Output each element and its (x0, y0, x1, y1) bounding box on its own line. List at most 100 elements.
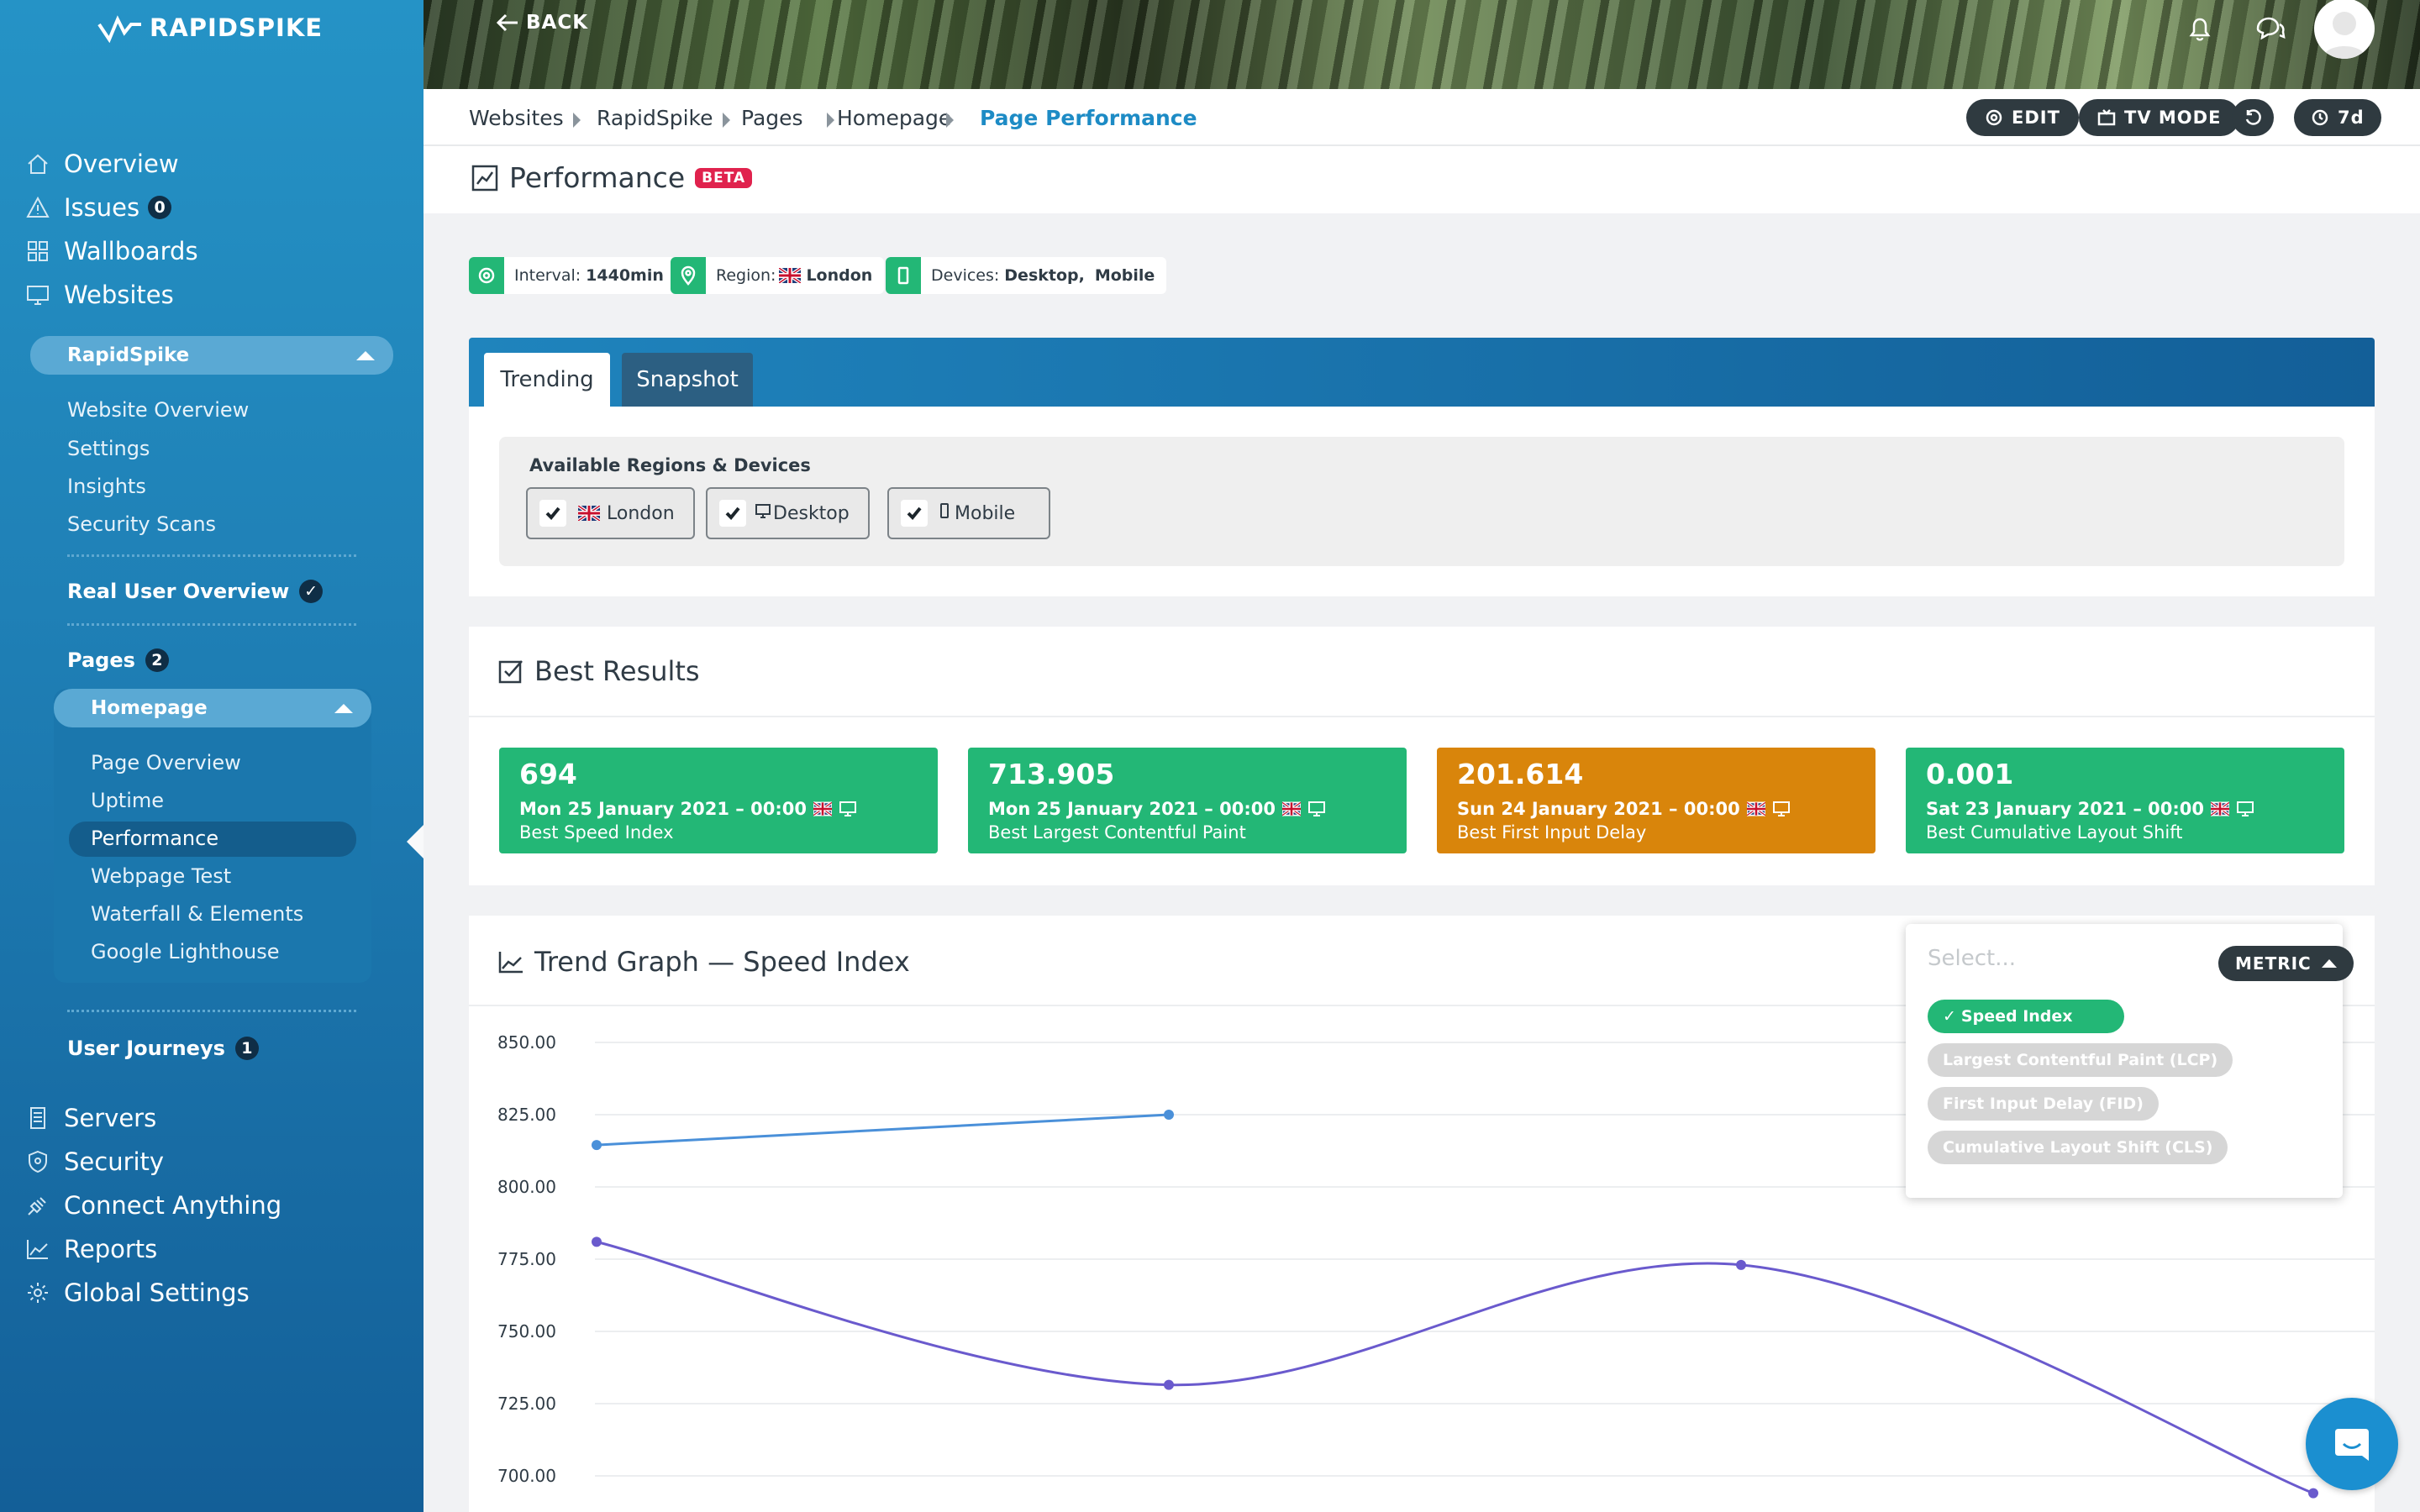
metric-option-lcp[interactable]: Largest Contentful Paint (LCP) (1928, 1043, 2233, 1077)
nav-global-settings[interactable]: Global Settings (25, 1278, 250, 1307)
notifications-button[interactable] (2183, 12, 2217, 45)
interval-value: 1440min (586, 266, 664, 285)
link-webpage-test[interactable]: Webpage Test (91, 864, 232, 888)
beta-badge: BETA (695, 167, 753, 188)
nav-overview[interactable]: Overview (25, 150, 179, 178)
link-real-user-overview[interactable]: Real User Overview ✓ (67, 580, 324, 603)
monitor-icon (839, 801, 856, 816)
uk-flag-icon (2211, 801, 2230, 817)
metric-toggle-button[interactable]: METRIC (2218, 946, 2354, 981)
link-uptime[interactable]: Uptime (91, 789, 165, 812)
caret-right-icon (946, 113, 954, 128)
filter-desktop[interactable]: Desktop (706, 487, 870, 539)
messages-button[interactable] (2254, 12, 2287, 45)
data-point[interactable] (592, 1140, 602, 1151)
breadcrumb-page-performance: Page Performance (980, 106, 1197, 130)
card-label: Best Largest Contentful Paint (988, 822, 1246, 843)
link-user-journeys[interactable]: User Journeys 1 (67, 1037, 259, 1060)
website-selector-rapidspike[interactable]: RapidSpike (30, 336, 393, 375)
regions-title: Available Regions & Devices (529, 455, 811, 475)
metric-option-fid[interactable]: First Input Delay (FID) (1928, 1087, 2159, 1121)
best-card-fid: 201.614 Sun 24 January 2021 – 00:00 Best… (1437, 748, 1876, 853)
active-item-highlight (69, 822, 356, 857)
nav-issues[interactable]: Issues 0 (25, 193, 172, 222)
metric-option-cls[interactable]: Cumulative Layout Shift (CLS) (1928, 1131, 2228, 1164)
breadcrumb-websites[interactable]: Websites (469, 106, 564, 130)
nav-servers[interactable]: Servers (25, 1104, 156, 1132)
link-security-scans[interactable]: Security Scans (67, 512, 217, 536)
nav-security[interactable]: Security (25, 1147, 164, 1176)
plug-icon (28, 1197, 46, 1215)
card-label: Best First Input Delay (1457, 822, 1647, 843)
gear-icon (1986, 109, 2002, 126)
caret-right-icon (827, 113, 834, 128)
best-results-panel: Best Results 694 Mon 25 January 2021 – 0… (469, 627, 2375, 885)
data-point[interactable] (2308, 1488, 2318, 1499)
tab-trending[interactable]: Trending (484, 353, 610, 407)
y-tick-label: 850.00 (497, 1032, 556, 1053)
link-website-overview[interactable]: Website Overview (67, 398, 250, 422)
card-date: Mon 25 January 2021 – 00:00 (519, 799, 807, 819)
nav-reports-label: Reports (64, 1235, 158, 1263)
region-badge: Region: London (671, 257, 885, 294)
check-circle-icon: ✓ (299, 580, 324, 603)
best-card-cls: 0.001 Sat 23 January 2021 – 00:00 Best C… (1906, 748, 2344, 853)
best-results-header: Best Results (469, 627, 2375, 717)
data-point[interactable] (1164, 1379, 1174, 1390)
breadcrumb-homepage[interactable]: Homepage (837, 106, 952, 130)
devices-badge: Devices: Desktop, Mobile (886, 257, 1167, 294)
back-button[interactable]: BACK (496, 12, 588, 34)
nav-connect-anything[interactable]: Connect Anything (25, 1191, 281, 1220)
website-name: RapidSpike (67, 344, 190, 366)
filter-london[interactable]: London (526, 487, 695, 539)
tv-icon (2097, 109, 2116, 126)
arrow-left-icon (496, 13, 518, 32)
data-point[interactable] (1164, 1110, 1174, 1120)
data-point[interactable] (1736, 1259, 1746, 1270)
page-selector-homepage[interactable]: Homepage (54, 689, 371, 727)
link-performance[interactable]: Performance (91, 827, 219, 850)
nav-connect-label: Connect Anything (64, 1191, 282, 1220)
series-line-1 (596, 1240, 2314, 1495)
link-google-lighthouse[interactable]: Google Lighthouse (91, 940, 280, 963)
edit-button[interactable]: EDIT (1966, 99, 2079, 136)
chat-bubbles-icon (2256, 17, 2286, 40)
breadcrumb-rapidspike[interactable]: RapidSpike (597, 106, 713, 130)
area-chart-icon (27, 1240, 48, 1259)
filter-mobile[interactable]: Mobile (887, 487, 1051, 539)
journeys-count-badge: 1 (234, 1037, 259, 1060)
user-avatar[interactable] (2314, 0, 2375, 59)
support-chat-button[interactable] (2306, 1398, 2398, 1490)
page-title-text: Performance (509, 161, 686, 194)
page-title-bar: Performance BETA (424, 146, 2420, 213)
chat-icon (2335, 1429, 2369, 1461)
filter-desktop-label: Desktop (773, 502, 850, 524)
nav-wallboards[interactable]: Wallboards (25, 237, 198, 265)
region-value: London (806, 266, 873, 285)
nav-websites[interactable]: Websites (25, 281, 174, 309)
metric-search-input[interactable]: Select... (1928, 946, 2017, 971)
link-insights[interactable]: Insights (67, 475, 146, 498)
uk-flag-icon (578, 506, 600, 521)
breadcrumb-bar: Websites RapidSpike Pages Homepage Page … (424, 89, 2420, 146)
link-pages[interactable]: Pages 2 (67, 648, 169, 672)
breadcrumb-pages[interactable]: Pages (741, 106, 803, 130)
active-page-pointer (407, 825, 424, 858)
nav-reports[interactable]: Reports (25, 1235, 157, 1263)
edit-label: EDIT (2012, 108, 2060, 128)
tv-mode-button[interactable]: TV MODE (2079, 99, 2240, 136)
rapidspike-logo[interactable]: RAPIDSPIKE (97, 10, 323, 45)
data-point[interactable] (592, 1236, 602, 1247)
tab-snapshot[interactable]: Snapshot (622, 353, 753, 407)
journeys-label: User Journeys (67, 1037, 225, 1060)
y-tick-label: 725.00 (497, 1394, 556, 1414)
metric-option-speed-index[interactable]: ✓ Speed Index (1928, 1000, 2124, 1033)
time-range-button[interactable]: 7d (2294, 99, 2381, 136)
checkmark-icon: ✓ (1943, 1007, 1956, 1026)
link-waterfall-elements[interactable]: Waterfall & Elements (91, 902, 304, 926)
devices-value-2: Mobile (1094, 266, 1155, 285)
best-card-speed-index: 694 Mon 25 January 2021 – 00:00 Best Spe… (499, 748, 938, 853)
link-page-overview[interactable]: Page Overview (91, 751, 241, 774)
link-settings[interactable]: Settings (67, 437, 150, 460)
refresh-button[interactable] (2232, 99, 2274, 136)
